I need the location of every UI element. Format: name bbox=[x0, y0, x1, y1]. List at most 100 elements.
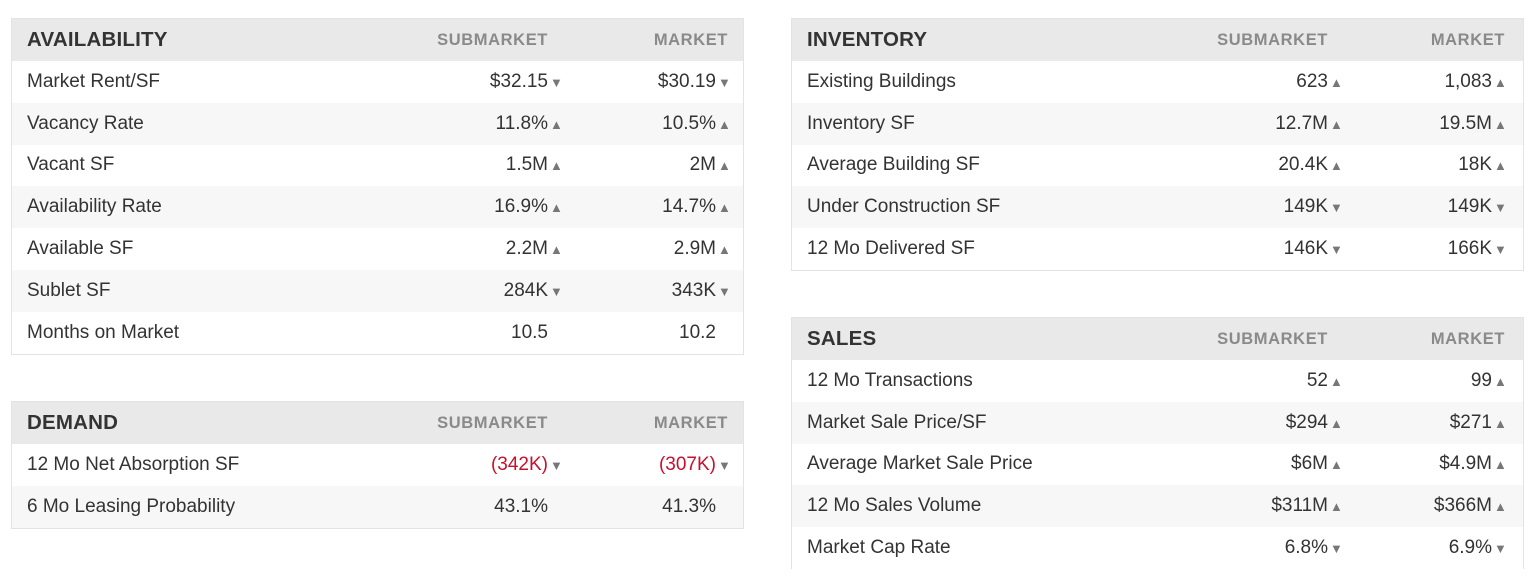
mkt-value: 2M bbox=[689, 154, 716, 176]
mkt-value: 10.5% bbox=[662, 112, 716, 134]
table-row: Market Cap Rate 6.8% ▼ 6.9% ▼ bbox=[792, 527, 1523, 569]
sub-value: 623 bbox=[1296, 70, 1328, 92]
trend-down-icon: ▼ bbox=[1494, 200, 1507, 216]
inventory-panel: INVENTORY SUBMARKET MARKET Existing Buildin… bbox=[791, 18, 1524, 271]
sub-value-cell: 52 ▲ bbox=[1141, 369, 1343, 392]
sub-value-cell: 2.2M ▲ bbox=[361, 238, 563, 260]
table-row: 12 Mo Net Absorption SF (342K) ▼ (307K) ▼ bbox=[12, 444, 743, 486]
mkt-value: $4.9M bbox=[1439, 453, 1492, 475]
metric-label: Inventory SF bbox=[807, 112, 915, 134]
mkt-value-cell: 10.5% ▲ bbox=[561, 113, 743, 135]
sub-value: 43.1% bbox=[494, 495, 548, 517]
sub-value-cell: 149K ▼ bbox=[1141, 196, 1343, 218]
trend-up-icon: ▲ bbox=[550, 242, 563, 258]
trend-up-icon: ▲ bbox=[1330, 499, 1343, 515]
trend-down-icon: ▼ bbox=[718, 457, 731, 473]
sales-panel: SALES SUBMARKET MARKET 12 Mo Transactions 52… bbox=[791, 317, 1524, 569]
mkt-value: $271 bbox=[1449, 411, 1492, 433]
sub-value-cell: 43.1% bbox=[361, 496, 561, 518]
trend-up-icon: ▲ bbox=[718, 200, 731, 216]
mkt-value: 41.3% bbox=[662, 495, 716, 517]
table-row: 12 Mo Transactions 52 ▲ 99 ▲ bbox=[792, 360, 1523, 402]
market-column-header: MARKET bbox=[1430, 30, 1505, 49]
sub-value-cell: 284K ▼ bbox=[361, 279, 563, 302]
sub-value: 6.8% bbox=[1284, 537, 1328, 559]
mkt-value-cell: 41.3% bbox=[561, 496, 743, 518]
metric-label: 6 Mo Leasing Probability bbox=[27, 495, 236, 517]
mkt-value: (307K) bbox=[658, 453, 716, 475]
mkt-value-cell: 2.9M ▲ bbox=[561, 238, 743, 260]
table-row: Months on Market 10.5 10.2 bbox=[12, 312, 743, 354]
availability-title: AVAILABILITY bbox=[27, 28, 168, 51]
sub-value: $32.15 bbox=[489, 70, 548, 92]
metric-label: 12 Mo Delivered SF bbox=[807, 238, 975, 260]
mkt-value-cell: $366M ▲ bbox=[1341, 495, 1523, 517]
submarket-column-header: SUBMARKET bbox=[1217, 329, 1328, 348]
submarket-column-header: SUBMARKET bbox=[1217, 30, 1328, 49]
sub-value: 2.2M bbox=[505, 238, 548, 260]
mkt-value-cell: 343K ▼ bbox=[561, 280, 743, 302]
trend-up-icon: ▲ bbox=[1330, 116, 1343, 132]
mkt-value: 10.2 bbox=[679, 321, 716, 343]
availability-header: AVAILABILITY SUBMARKET MARKET bbox=[12, 19, 743, 61]
sub-value-cell: $311M ▲ bbox=[1141, 495, 1343, 517]
sub-value-cell: $32.15 ▼ bbox=[361, 70, 563, 93]
trend-down-icon: ▼ bbox=[1494, 541, 1507, 557]
mkt-value-cell: 18K ▲ bbox=[1341, 154, 1523, 176]
metric-label: Available SF bbox=[27, 238, 134, 260]
sub-value-cell: (342K) ▼ bbox=[361, 454, 563, 476]
mkt-value-cell: 10.2 bbox=[561, 322, 743, 344]
table-row: Average Market Sale Price $6M ▲ $4.9M ▲ bbox=[792, 444, 1523, 486]
trend-down-icon: ▼ bbox=[718, 74, 731, 90]
mkt-value: 166K bbox=[1447, 238, 1492, 260]
market-column-header: MARKET bbox=[653, 30, 728, 49]
sub-value: 284K bbox=[503, 279, 548, 301]
table-row: Vacancy Rate 11.8% ▲ 10.5% ▲ bbox=[12, 102, 743, 145]
mkt-value-cell: (307K) ▼ bbox=[561, 454, 743, 476]
market-column-header: MARKET bbox=[653, 413, 728, 432]
sub-value: 146K bbox=[1283, 238, 1328, 260]
mkt-value: 6.9% bbox=[1448, 537, 1492, 559]
table-row: Under Construction SF 149K ▼ 149K ▼ bbox=[792, 186, 1523, 229]
trend-up-icon: ▲ bbox=[718, 116, 731, 132]
sub-value-cell: 10.5 bbox=[361, 322, 561, 344]
metric-label: Sublet SF bbox=[27, 279, 111, 301]
metric-label: Existing Buildings bbox=[807, 70, 956, 92]
trend-up-icon: ▲ bbox=[1330, 74, 1343, 90]
trend-up-icon: ▲ bbox=[550, 116, 563, 132]
trend-up-icon: ▲ bbox=[1494, 415, 1507, 431]
mkt-value: $366M bbox=[1433, 495, 1492, 517]
trend-down-icon: ▼ bbox=[550, 457, 563, 473]
sub-value: 12.7M bbox=[1275, 112, 1328, 134]
sub-value: 1.5M bbox=[505, 154, 548, 176]
demand-panel: DEMAND SUBMARKET MARKET 12 Mo Net Absorptio… bbox=[11, 401, 744, 529]
market-column-header: MARKET bbox=[1430, 329, 1505, 348]
metric-label: 12 Mo Transactions bbox=[807, 369, 973, 391]
table-row: Available SF 2.2M ▲ 2.9M ▲ bbox=[12, 228, 743, 270]
trend-down-icon: ▼ bbox=[1330, 242, 1343, 258]
mkt-value: 99 bbox=[1470, 369, 1492, 391]
inventory-header: INVENTORY SUBMARKET MARKET bbox=[792, 19, 1523, 61]
mkt-value-cell: $271 ▲ bbox=[1341, 412, 1523, 434]
availability-panel: AVAILABILITY SUBMARKET MARKET Market Rent/S… bbox=[11, 18, 744, 355]
sub-value: 52 bbox=[1306, 369, 1328, 391]
mkt-value-cell: 149K ▼ bbox=[1341, 196, 1523, 218]
trend-up-icon: ▲ bbox=[1494, 158, 1507, 174]
table-row: Market Rent/SF $32.15 ▼ $30.19 ▼ bbox=[12, 61, 743, 103]
mkt-value-cell: 99 ▲ bbox=[1341, 370, 1523, 392]
trend-up-icon: ▲ bbox=[1494, 457, 1507, 473]
sub-value-cell: 6.8% ▼ bbox=[1141, 537, 1343, 559]
sub-value: 149K bbox=[1283, 196, 1328, 218]
mkt-value: $30.19 bbox=[657, 70, 716, 92]
mkt-value-cell: $4.9M ▲ bbox=[1341, 453, 1523, 475]
table-row: 6 Mo Leasing Probability 43.1% 41.3% bbox=[12, 485, 743, 528]
table-row: Average Building SF 20.4K ▲ 18K ▲ bbox=[792, 145, 1523, 187]
table-row: 12 Mo Delivered SF 146K ▼ 166K ▼ bbox=[792, 228, 1523, 270]
metric-label: Vacant SF bbox=[27, 154, 115, 176]
sub-value-cell: $294 ▲ bbox=[1141, 412, 1343, 434]
demand-title: DEMAND bbox=[27, 411, 119, 434]
mkt-value: 1,083 bbox=[1444, 70, 1492, 92]
metric-label: Average Building SF bbox=[807, 154, 980, 176]
submarket-column-header: SUBMARKET bbox=[437, 413, 548, 432]
sub-value: $6M bbox=[1291, 453, 1328, 475]
